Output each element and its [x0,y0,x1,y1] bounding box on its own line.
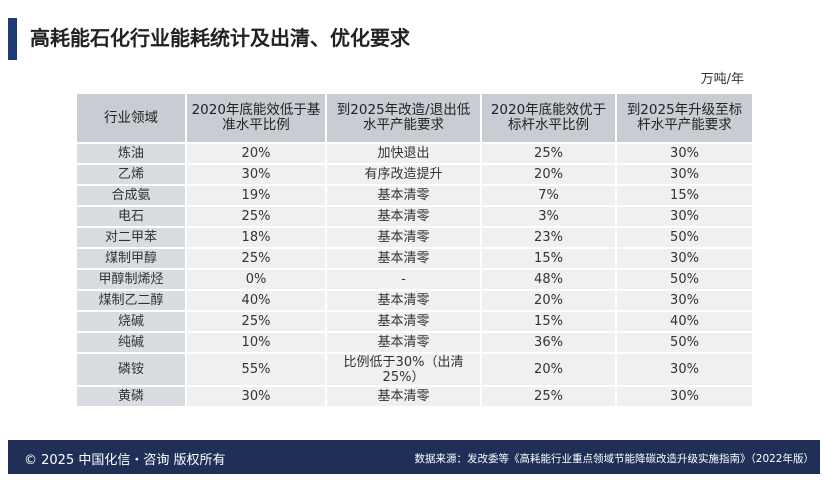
copyright: © 2025 中国化信・咨询 版权所有 [24,453,226,468]
table-row: 合成氨 19% 基本清零 7% 15% [75,184,754,207]
row-label: 煤制乙二醇 [75,289,187,312]
table-cell: 基本清零 [325,331,482,354]
table-cell: 25% [185,247,327,270]
footer: © 2025 中国化信・咨询 版权所有 数据来源：发改委等《高耗能行业重点领域节… [8,440,820,474]
table-cell: 50% [615,226,754,249]
row-label: 黄磷 [75,385,187,408]
table-cell: 30% [615,205,754,228]
column-header: 到2025年升级至标杆水平产能要求 [615,92,754,144]
table-cell: 基本清零 [325,184,482,207]
table-row: 甲醇制烯烃 0% -48% 50% [75,268,754,291]
table-cell: 20% [480,163,617,186]
table-cell: 55% [185,352,327,387]
row-label: 磷铵 [75,352,187,387]
table-cell: 基本清零 [325,205,482,228]
data-table: 行业领域 2020年底能效低于基准水平比例 到2025年改造/退出低水平产能要求 20… [75,92,754,408]
table-cell: 基本清零 [325,310,482,333]
table-cell: 基本清零 [325,385,482,408]
row-label: 乙烯 [75,163,187,186]
column-header: 行业领域 [75,92,187,144]
table-cell: 20% [480,289,617,312]
header-row: 行业领域 2020年底能效低于基准水平比例 到2025年改造/退出低水平产能要求 20… [75,92,754,144]
row-label: 烧碱 [75,310,187,333]
source-note: 数据来源：发改委等《高耗能行业重点领域节能降碳改造升级实施指南》（2022年版） [414,453,814,465]
table-cell: 25% [185,310,327,333]
table-cell: 40% [615,310,754,333]
table-cell: 基本清零 [325,226,482,249]
page-title: 高耗能石化行业能耗统计及出清、优化要求 [30,26,410,50]
table-cell: 15% [480,247,617,270]
row-label: 电石 [75,205,187,228]
table-row: 煤制乙二醇 40% 基本清零 20% 30% [75,289,754,312]
table-cell: 30% [185,163,327,186]
column-header: 2020年底能效低于基准水平比例 [185,92,327,144]
table-row: 纯碱 10% 基本清零 36% 50% [75,331,754,354]
column-header: 到2025年改造/退出低水平产能要求 [325,92,482,144]
table-cell: 20% [185,142,327,165]
table-cell: 加快退出 [325,142,482,165]
row-label: 煤制甲醇 [75,247,187,270]
table-cell: 25% [480,142,617,165]
table-row: 炼油 20% 加快退出 25% 30% [75,142,754,165]
table-cell: 有序改造提升 [325,163,482,186]
table-cell: 比例低于30%（出清25%） [325,352,482,387]
table-cell: 基本清零 [325,289,482,312]
row-label: 纯碱 [75,331,187,354]
table-cell: 基本清零 [325,247,482,270]
table-cell: 30% [615,163,754,186]
row-label: 对二甲苯 [75,226,187,249]
table-cell: 30% [615,142,754,165]
table-cell: 36% [480,331,617,354]
table-cell: 23% [480,226,617,249]
table-cell: 7% [480,184,617,207]
row-label: 甲醇制烯烃 [75,268,187,291]
table-row: 烧碱 25% 基本清零 15% 40% [75,310,754,333]
table-row: 乙烯 30% 有序改造提升 20% 30% [75,163,754,186]
table-cell: 30% [615,352,754,387]
table-cell: 10% [185,331,327,354]
table-cell: 48% [480,268,617,291]
table-row: 煤制甲醇 25% 基本清零 15% 30% [75,247,754,270]
table-row: 磷铵 55% 比例低于30%（出清25%） 20% 30% [75,352,754,387]
unit-label: 万吨/年 [700,72,744,87]
row-label: 合成氨 [75,184,187,207]
table-cell: 15% [615,184,754,207]
table-body: 炼油 20% 加快退出 25% 30% 乙烯 30% 有序改造提升 20% 30% 合成氨 19% 基本… [75,142,754,408]
table-cell: 50% [615,331,754,354]
table-row: 黄磷 30% 基本清零 25% 30% [75,385,754,408]
accent-bar [8,18,17,60]
table-cell: 30% [615,247,754,270]
table-header: 行业领域 2020年底能效低于基准水平比例 到2025年改造/退出低水平产能要求 20… [75,92,754,144]
table-cell: 30% [615,289,754,312]
table-cell: 20% [480,352,617,387]
table-cell: 30% [615,385,754,408]
table-cell: 3% [480,205,617,228]
column-header: 2020年底能效优于标杆水平比例 [480,92,617,144]
table-cell: 15% [480,310,617,333]
table-row: 电石 25% 基本清零 3% 30% [75,205,754,228]
table-row: 对二甲苯 18% 基本清零 23% 50% [75,226,754,249]
table-cell: 40% [185,289,327,312]
table-cell: 18% [185,226,327,249]
table-cell: 19% [185,184,327,207]
table-cell: 30% [185,385,327,408]
table-cell: 25% [480,385,617,408]
row-label: 炼油 [75,142,187,165]
table-cell: - [325,268,482,291]
table-cell: 25% [185,205,327,228]
table-cell: 50% [615,268,754,291]
table-cell: 0% [185,268,327,291]
